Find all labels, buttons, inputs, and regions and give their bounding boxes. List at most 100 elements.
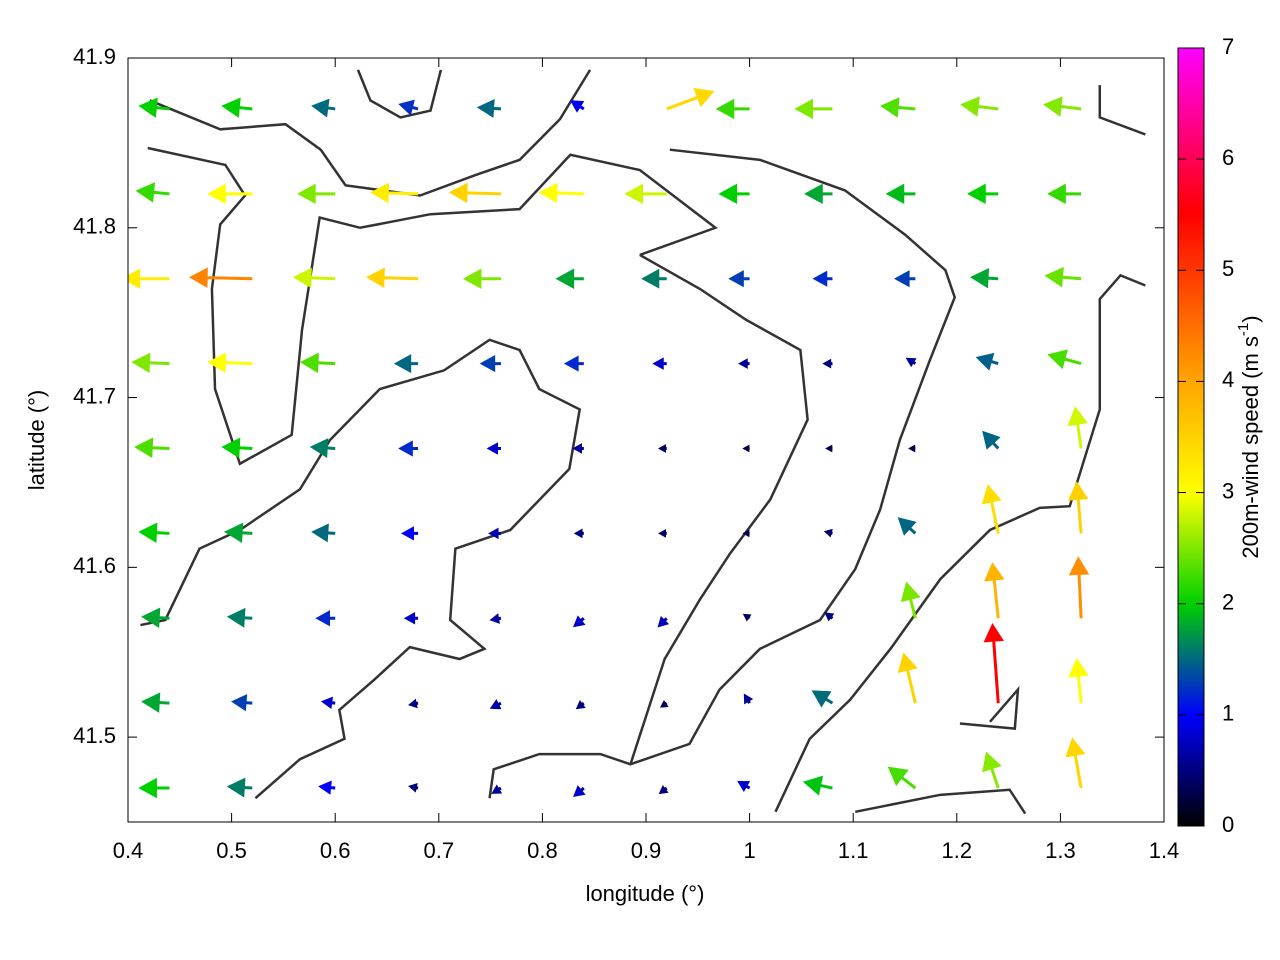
wind-vector bbox=[224, 522, 253, 544]
wind-vector bbox=[299, 352, 336, 374]
wind-vector bbox=[486, 442, 501, 455]
x-tick-label: 0.7 bbox=[424, 838, 455, 863]
wind-vector bbox=[292, 267, 336, 289]
wind-vector bbox=[309, 438, 336, 458]
wind-vector bbox=[982, 430, 1001, 450]
wind-vector bbox=[231, 694, 253, 712]
wind-vector bbox=[226, 777, 253, 798]
y-tick-label: 41.8 bbox=[73, 214, 116, 239]
wind-vector bbox=[448, 182, 502, 204]
colorbar-tick-label: 2 bbox=[1222, 590, 1234, 615]
colorbar-label-sup: -1 bbox=[1235, 323, 1252, 336]
wind-vector bbox=[555, 268, 584, 289]
wind-vector bbox=[398, 99, 419, 116]
wind-vector bbox=[315, 610, 336, 627]
wind-vector bbox=[538, 182, 584, 204]
wind-vector bbox=[718, 183, 750, 205]
contour-line bbox=[356, 69, 443, 119]
wind-vector bbox=[221, 437, 253, 459]
contour-line bbox=[149, 69, 592, 197]
wind-vector bbox=[652, 357, 667, 370]
wind-vector bbox=[489, 613, 502, 624]
x-tick-label: 1.2 bbox=[942, 838, 973, 863]
wind-vector bbox=[905, 357, 917, 368]
y-tick-label: 41.9 bbox=[73, 44, 116, 69]
y-tick-label: 41.6 bbox=[73, 553, 116, 578]
wind-vector bbox=[715, 98, 750, 120]
wind-vector bbox=[894, 270, 916, 288]
vector-layer bbox=[128, 87, 1090, 799]
wind-vector bbox=[812, 270, 833, 287]
wind-vector bbox=[297, 183, 336, 205]
wind-vector bbox=[1047, 349, 1082, 370]
contour-line bbox=[855, 788, 1027, 815]
wind-vector bbox=[1068, 556, 1090, 619]
wind-vector bbox=[141, 692, 170, 713]
wind-vector bbox=[823, 528, 833, 538]
wind-vector bbox=[462, 268, 501, 289]
wind-vector bbox=[488, 527, 501, 540]
wind-vector bbox=[491, 784, 503, 794]
x-tick-label: 0.5 bbox=[216, 838, 247, 863]
wind-vector bbox=[573, 528, 584, 539]
contour-line bbox=[147, 146, 718, 466]
colorbar-tick-label: 0 bbox=[1222, 812, 1234, 837]
wind-vector bbox=[897, 652, 918, 704]
colorbar-label-end: ) bbox=[1238, 315, 1263, 322]
wind-vector bbox=[969, 267, 999, 289]
wind-vector bbox=[984, 561, 1005, 619]
wind-vector bbox=[742, 613, 752, 622]
wind-vector bbox=[983, 623, 1004, 704]
wind-vector bbox=[141, 607, 170, 628]
colorbar-tick-label: 1 bbox=[1222, 701, 1234, 726]
wind-vector bbox=[476, 99, 502, 118]
x-axis-label: longitude (°) bbox=[586, 881, 705, 906]
wind-vector bbox=[908, 444, 916, 453]
y-tick-label: 41.7 bbox=[73, 383, 116, 408]
y-axis-label: latitude (°) bbox=[24, 390, 49, 491]
wind-vector bbox=[1067, 406, 1088, 449]
wind-vector bbox=[1065, 737, 1086, 789]
wind-vector bbox=[967, 183, 999, 205]
x-tick-label: 0.6 bbox=[320, 838, 351, 863]
wind-vector bbox=[393, 354, 419, 374]
contour-line bbox=[774, 273, 1146, 813]
x-tick-label: 0.8 bbox=[527, 838, 558, 863]
wind-vector bbox=[318, 780, 336, 795]
contour-line bbox=[959, 685, 1020, 730]
wind-vector bbox=[659, 699, 669, 708]
wind-vector bbox=[575, 700, 586, 710]
colorbar bbox=[1177, 47, 1205, 827]
wind-vector bbox=[737, 780, 751, 792]
wind-vector bbox=[824, 612, 835, 622]
wind-vector bbox=[742, 444, 750, 453]
wind-vector bbox=[479, 355, 501, 373]
wind-vector bbox=[658, 528, 667, 538]
wind-vector bbox=[573, 785, 586, 798]
wind-vector bbox=[811, 690, 834, 708]
wind-vector bbox=[1068, 481, 1089, 534]
wind-vector bbox=[400, 526, 419, 541]
wind-vector bbox=[666, 87, 715, 111]
wind-vector bbox=[802, 775, 833, 796]
wind-vector bbox=[134, 437, 170, 458]
wind-vector bbox=[1044, 266, 1082, 288]
wind-vector bbox=[657, 615, 670, 628]
colorbar-tick-label: 7 bbox=[1222, 34, 1234, 59]
wind-vector bbox=[189, 267, 253, 288]
wind-vector bbox=[1068, 658, 1089, 704]
wind-vector bbox=[1043, 96, 1082, 117]
contour-line bbox=[488, 148, 957, 799]
wind-vector bbox=[489, 699, 502, 710]
wind-vector bbox=[311, 523, 336, 543]
wind-vector bbox=[403, 612, 419, 625]
wind-vector bbox=[128, 268, 170, 289]
wind-vector bbox=[658, 784, 669, 795]
wind-vector bbox=[207, 183, 253, 205]
wind-vector bbox=[570, 100, 585, 113]
wind-vector bbox=[804, 183, 833, 205]
wind-vector bbox=[311, 98, 336, 118]
wind-vector bbox=[398, 440, 419, 457]
wind-vector bbox=[365, 267, 419, 288]
